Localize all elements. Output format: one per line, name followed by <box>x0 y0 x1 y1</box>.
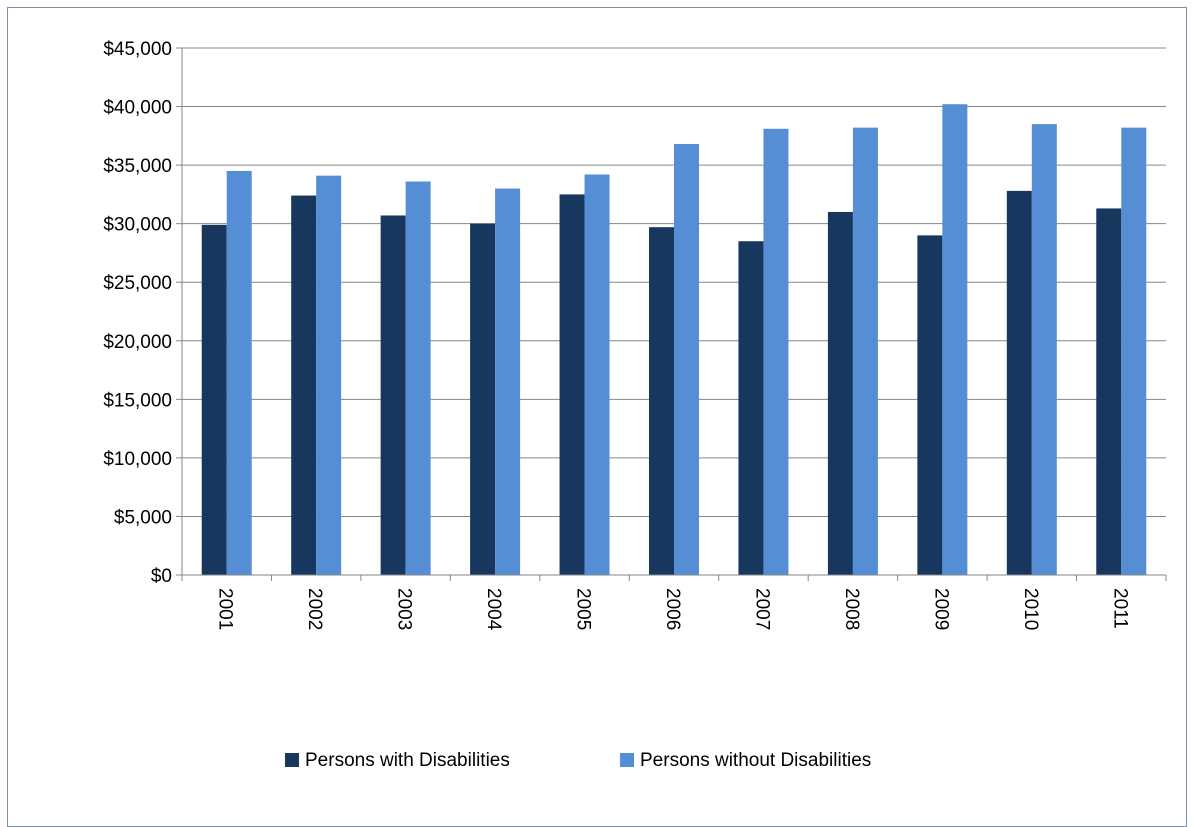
x-tick-labels: 2001 2002 2003 2004 2005 2006 2007 2008 2009 2010… <box>215 588 1131 631</box>
bar-without-disabilities-2003 <box>405 181 431 576</box>
bars <box>201 104 1147 576</box>
y-tick-label: $0 <box>151 566 172 587</box>
y-tick-label: $45,000 <box>103 39 172 60</box>
bar-without-disabilities-2007 <box>763 128 789 575</box>
x-tick-label: 2011 <box>1109 588 1130 629</box>
x-tick-label: 2001 <box>215 588 236 630</box>
x-tick-label: 2003 <box>394 588 415 630</box>
bar-with-disabilities-2003 <box>380 215 406 576</box>
x-tick-label: 2007 <box>751 588 772 630</box>
legend: Persons with Disabilities Persons without… <box>285 750 871 771</box>
bar-without-disabilities-2010 <box>1031 124 1057 575</box>
bar-without-disabilities-2009 <box>942 104 968 576</box>
bar-chart: $0 $5,000 $10,000 $15,000 $20,000 $25,000 $30,… <box>103 39 1167 771</box>
bar-with-disabilities-2002 <box>291 195 317 575</box>
chart-frame: $0 $5,000 $10,000 $15,000 $20,000 $25,000 $30,… <box>7 7 1187 827</box>
y-tick-label: $35,000 <box>103 156 172 177</box>
y-tick-label: $15,000 <box>103 390 172 411</box>
legend-label: Persons with Disabilities <box>305 750 510 771</box>
bar-with-disabilities-2004 <box>470 223 496 575</box>
y-tick-label: $5,000 <box>114 507 172 528</box>
x-tick-label: 2006 <box>662 588 683 630</box>
bar-without-disabilities-2004 <box>495 188 521 576</box>
y-tick-labels: $0 $5,000 $10,000 $15,000 $20,000 $25,000 $30,… <box>103 39 172 587</box>
bar-with-disabilities-2011 <box>1096 208 1122 576</box>
bar-without-disabilities-2011 <box>1121 127 1147 575</box>
bar-with-disabilities-2008 <box>827 211 853 575</box>
legend-swatch <box>285 753 299 767</box>
y-tick-label: $10,000 <box>103 449 172 470</box>
bar-without-disabilities-2002 <box>316 175 342 575</box>
x-tick-label: 2005 <box>573 588 594 630</box>
bar-with-disabilities-2006 <box>649 227 674 575</box>
bar-without-disabilities-2001 <box>226 170 252 575</box>
y-tick-label: $20,000 <box>103 332 172 353</box>
legend-label: Persons without Disabilities <box>640 750 871 771</box>
x-tick-label: 2002 <box>304 588 325 630</box>
y-tick-label: $40,000 <box>103 98 172 119</box>
bar-with-disabilities-2005 <box>559 194 585 575</box>
x-tick-label: 2010 <box>1020 588 1041 630</box>
x-tick-label: 2008 <box>841 588 862 630</box>
y-tick-label: $30,000 <box>103 215 172 236</box>
bar-with-disabilities-2010 <box>1006 190 1032 575</box>
bar-with-disabilities-2001 <box>201 224 227 576</box>
bar-without-disabilities-2006 <box>674 144 699 575</box>
bar-with-disabilities-2007 <box>738 241 764 575</box>
y-tick-label: $25,000 <box>103 273 172 294</box>
bar-with-disabilities-2009 <box>917 235 943 575</box>
legend-swatch <box>620 753 634 767</box>
axes <box>176 47 1167 581</box>
bar-without-disabilities-2008 <box>852 127 878 575</box>
x-tick-label: 2009 <box>930 588 951 630</box>
x-tick-label: 2004 <box>483 588 504 631</box>
bar-without-disabilities-2005 <box>584 174 610 576</box>
